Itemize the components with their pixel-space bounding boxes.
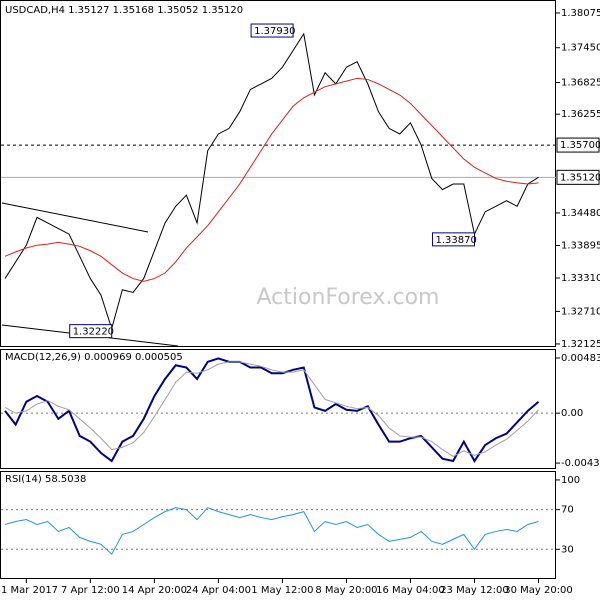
macd-title: MACD(12,26,9) 0.000969 0.000505 <box>5 352 183 363</box>
x-tick-label: 31 Mar 2017 <box>0 585 58 596</box>
x-tick-label: 14 Apr 20:00 <box>122 585 187 596</box>
x-tick-label: 1 May 12:00 <box>251 585 313 596</box>
y-tick-label: 1.36825 <box>561 77 600 88</box>
price-marker <box>556 137 600 153</box>
x-tick-label: 24 Apr 04:00 <box>186 585 251 596</box>
price-marker-label: 1.35120 <box>560 172 600 183</box>
y-tick-label: -0.004381 <box>561 458 600 469</box>
price-title: USDCAD,H4 1.35127 1.35168 1.35052 1.3512… <box>5 5 243 16</box>
y-tick-label: 1.32125 <box>561 339 600 350</box>
x-tick-label: 7 Apr 12:00 <box>61 585 120 596</box>
y-tick-label: 0.004839 <box>561 353 600 364</box>
y-tick-label: 1.33310 <box>561 273 600 284</box>
y-tick-label: 1.32710 <box>561 306 600 317</box>
price-panel <box>0 0 556 347</box>
y-tick-label: 100 <box>561 475 580 486</box>
series-line <box>4 361 539 458</box>
y-tick-label: 1.33895 <box>561 240 600 251</box>
watermark: ActionForex.com <box>257 285 440 310</box>
series-line <box>4 32 539 331</box>
annotation: 1.37930 <box>254 26 295 37</box>
annotation-box <box>431 232 475 247</box>
rsi-panel <box>0 471 556 579</box>
y-tick-label: 1.38075 <box>561 8 600 19</box>
y-tick-label: 1.34480 <box>561 208 600 219</box>
y-tick-label: 30 <box>561 544 574 555</box>
x-tick-label: 8 May 20:00 <box>315 585 377 596</box>
price-marker-label: 1.35700 <box>560 140 600 151</box>
y-tick-label: 0.00 <box>561 408 583 419</box>
trendline <box>1 202 149 233</box>
x-tick-label: 30 May 20:00 <box>504 585 573 596</box>
annotation-box <box>250 23 294 38</box>
y-tick-label: 1.36255 <box>561 109 600 120</box>
annotation: 1.32220 <box>73 327 114 338</box>
annotation-box <box>69 324 113 339</box>
macd-panel <box>0 349 556 469</box>
annotation: 1.33870 <box>435 235 476 246</box>
x-tick-label: 23 May 12:00 <box>440 585 509 596</box>
rsi-title: RSI(14) 58.5038 <box>5 474 86 485</box>
series-line <box>4 77 539 282</box>
y-tick-label: 1.37450 <box>561 43 600 54</box>
series-line <box>4 357 540 463</box>
x-tick-label: 16 May 04:00 <box>376 585 445 596</box>
price-marker <box>556 169 600 185</box>
series-line <box>4 507 539 556</box>
y-tick-label: 70 <box>561 505 574 516</box>
